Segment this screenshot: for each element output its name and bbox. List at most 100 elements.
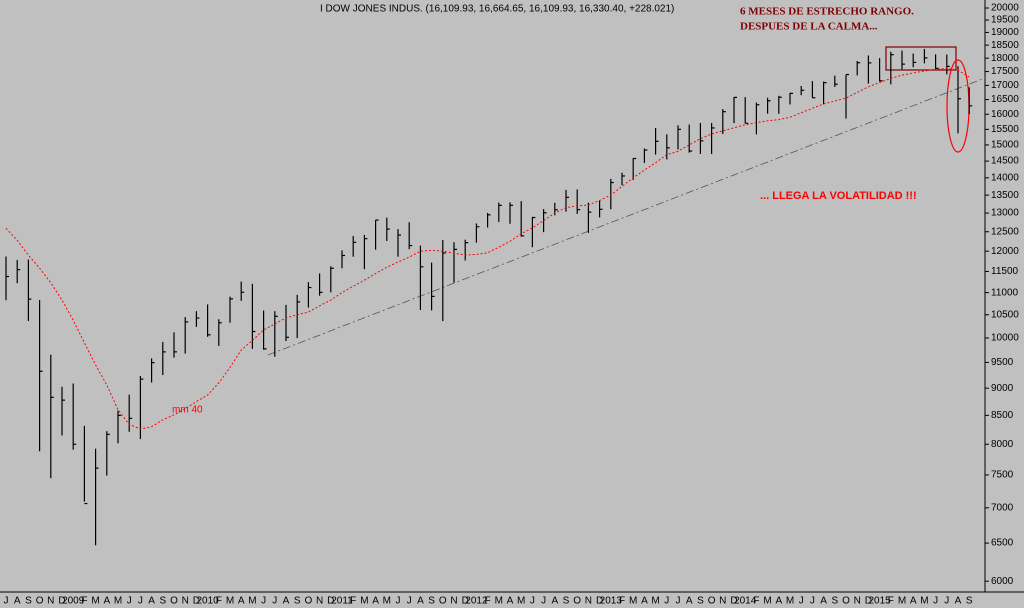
y-tick-label: 10500 — [991, 309, 1019, 320]
x-tick-label: M — [495, 596, 503, 607]
range-box — [885, 46, 957, 71]
y-tick-label: 18000 — [991, 53, 1019, 64]
y-tick-label: 18500 — [991, 40, 1019, 51]
x-tick-label: D — [193, 596, 200, 607]
x-tick-label: M — [898, 596, 906, 607]
x-tick-label: M — [786, 596, 794, 607]
x-tick-label: 2013 — [600, 596, 623, 607]
x-tick-label: M — [91, 596, 99, 607]
x-tick-label: D — [865, 596, 872, 607]
y-tick-label: 9500 — [991, 357, 1014, 368]
x-tick-label: M — [226, 596, 234, 607]
x-tick-label: O — [573, 596, 581, 607]
y-tick-label: 19000 — [991, 27, 1019, 38]
annotation: 6 MESES DE ESTRECHO RANGO. — [740, 6, 914, 18]
x-tick-label: 2014 — [734, 596, 757, 607]
trend-line — [267, 77, 986, 356]
y-tick-label: 12000 — [991, 246, 1019, 257]
x-tick-label: J — [138, 596, 143, 607]
series-label: mm 40 — [172, 405, 203, 416]
y-tick-label: 8500 — [991, 410, 1014, 421]
x-tick-label: N — [182, 596, 189, 607]
y-tick-label: 20000 — [991, 3, 1019, 14]
x-tick-label: A — [283, 596, 290, 607]
x-tick-label: O — [439, 596, 447, 607]
x-tick-label: 2012 — [465, 596, 488, 607]
y-tick-label: 9000 — [991, 383, 1014, 394]
x-tick-label: M — [248, 596, 256, 607]
y-tick-label: 16000 — [991, 109, 1019, 120]
x-tick-label: M — [114, 596, 122, 607]
x-tick-label: F — [753, 596, 759, 607]
y-tick-label: 15500 — [991, 124, 1019, 135]
y-tick-label: 10000 — [991, 333, 1019, 344]
x-tick-label: N — [316, 596, 323, 607]
x-tick-label: A — [551, 596, 558, 607]
x-tick-label: O — [36, 596, 44, 607]
x-tick-label: M — [651, 596, 659, 607]
x-tick-label: 2015 — [868, 596, 891, 607]
y-tick-label: 12500 — [991, 226, 1019, 237]
x-tick-label: F — [350, 596, 356, 607]
y-tick-label: 17500 — [991, 66, 1019, 77]
moving-average — [5, 67, 970, 430]
y-tick-label: 8000 — [991, 439, 1014, 450]
x-tick-label: A — [148, 596, 155, 607]
x-tick-label: J — [530, 596, 535, 607]
x-tick-label: M — [360, 596, 368, 607]
x-tick-label: M — [383, 596, 391, 607]
x-tick-label: M — [763, 596, 771, 607]
x-tick-label: S — [697, 596, 704, 607]
y-tick-label: 13000 — [991, 208, 1019, 219]
x-tick-label: F — [216, 596, 222, 607]
x-tick-label: F — [619, 596, 625, 607]
y-tick-label: 14000 — [991, 172, 1019, 183]
x-tick-label: S — [563, 596, 570, 607]
y-tick-label: 6500 — [991, 538, 1014, 549]
x-tick-label: J — [933, 596, 938, 607]
x-tick-label: A — [103, 596, 110, 607]
x-tick-label: J — [261, 596, 266, 607]
y-tick-label: 19500 — [991, 15, 1019, 26]
y-tick-label: 7000 — [991, 502, 1014, 513]
x-tick-label: S — [159, 596, 166, 607]
x-tick-label: N — [450, 596, 457, 607]
annotation: DESPUES DE LA CALMA... — [740, 21, 878, 33]
x-tick-label: S — [428, 596, 435, 607]
y-tick-label: 11500 — [991, 266, 1019, 277]
y-tick-label: 13500 — [991, 190, 1019, 201]
x-tick-label: A — [910, 596, 917, 607]
y-tick-label: 11000 — [991, 287, 1019, 298]
x-tick-label: F — [888, 596, 894, 607]
annotation: ... LLEGA LA VOLATILIDAD !!! — [760, 190, 917, 202]
x-tick-label: J — [407, 596, 412, 607]
x-tick-label: D — [58, 596, 65, 607]
x-tick-label: A — [686, 596, 693, 607]
x-tick-label: J — [396, 596, 401, 607]
x-tick-label: O — [305, 596, 313, 607]
x-tick-label: F — [485, 596, 491, 607]
x-tick-label: O — [708, 596, 716, 607]
x-tick-label: A — [641, 596, 648, 607]
x-tick-label: J — [664, 596, 669, 607]
x-tick-label: D — [730, 596, 737, 607]
y-tick-label: 6000 — [991, 576, 1014, 587]
y-tick-label: 14500 — [991, 156, 1019, 167]
x-tick-label: J — [4, 596, 9, 607]
x-tick-label: N — [854, 596, 861, 607]
x-tick-label: S — [294, 596, 301, 607]
x-tick-label: J — [810, 596, 815, 607]
x-tick-label: A — [507, 596, 514, 607]
x-tick-label: 2011 — [331, 596, 353, 607]
x-tick-label: A — [955, 596, 962, 607]
x-tick-label: J — [676, 596, 681, 607]
x-tick-label: A — [238, 596, 245, 607]
x-tick-label: A — [775, 596, 782, 607]
x-tick-label: N — [585, 596, 592, 607]
x-tick-label: A — [417, 596, 424, 607]
x-tick-label: N — [719, 596, 726, 607]
x-tick-label: J — [272, 596, 277, 607]
y-tick-label: 17000 — [991, 80, 1019, 91]
